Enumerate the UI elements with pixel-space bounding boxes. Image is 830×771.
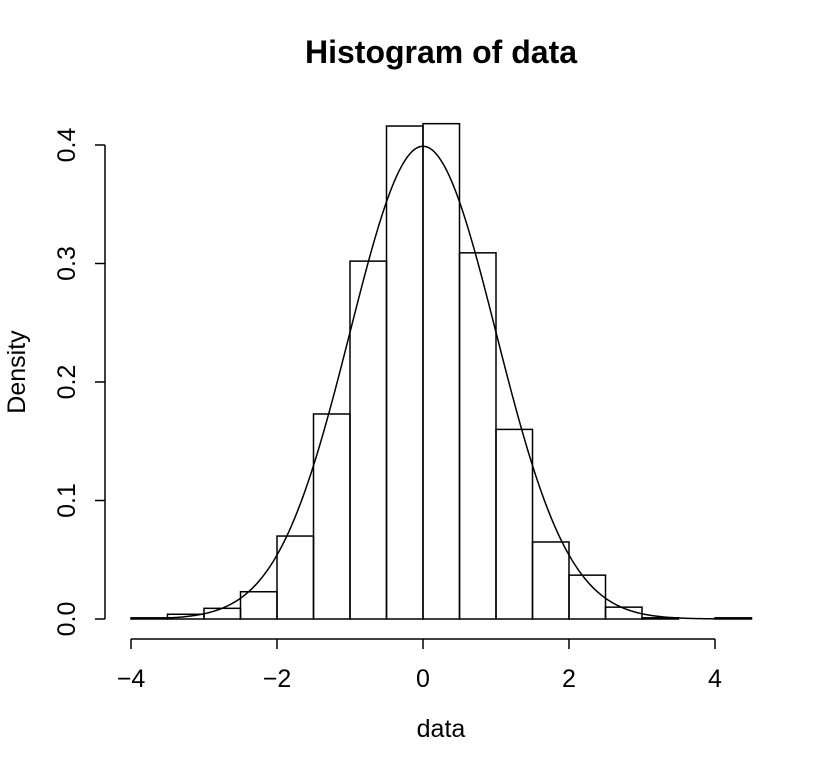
histogram-bar xyxy=(531,541,570,620)
x-axis-label: data xyxy=(417,715,466,743)
x-tick-label: 4 xyxy=(708,665,722,693)
histogram-bar xyxy=(203,607,242,620)
y-tick-label: 0.3 xyxy=(53,246,81,281)
y-tick-label: 0.2 xyxy=(53,365,81,400)
x-tick-label: 2 xyxy=(562,665,576,693)
x-tick-label: −2 xyxy=(263,665,292,693)
histogram-bar xyxy=(349,260,388,620)
y-axis: 0.0 0.1 0.2 0.3 0.4 xyxy=(53,128,106,637)
density-curve xyxy=(130,145,716,620)
x-axis: −4 −2 0 2 4 xyxy=(117,638,722,693)
y-tick-label: 0.0 xyxy=(53,602,81,637)
histogram-bar xyxy=(239,590,278,620)
x-tick-label: 0 xyxy=(416,665,430,693)
y-axis-label: Density xyxy=(3,330,31,414)
y-tick-label: 0.1 xyxy=(53,483,81,518)
y-tick-label: 0.4 xyxy=(53,128,81,163)
chart-title: Histogram of data xyxy=(305,34,577,70)
histogram-bar xyxy=(495,428,534,620)
histogram-bar xyxy=(568,574,607,620)
x-tick-label: −4 xyxy=(117,665,146,693)
histogram-bars xyxy=(130,122,753,620)
histogram-bar xyxy=(385,125,424,620)
histogram-bar xyxy=(276,535,315,620)
histogram-bar xyxy=(458,252,497,620)
histogram-bar xyxy=(422,122,461,620)
histogram-bar xyxy=(312,413,351,620)
histogram-bar xyxy=(714,617,753,620)
